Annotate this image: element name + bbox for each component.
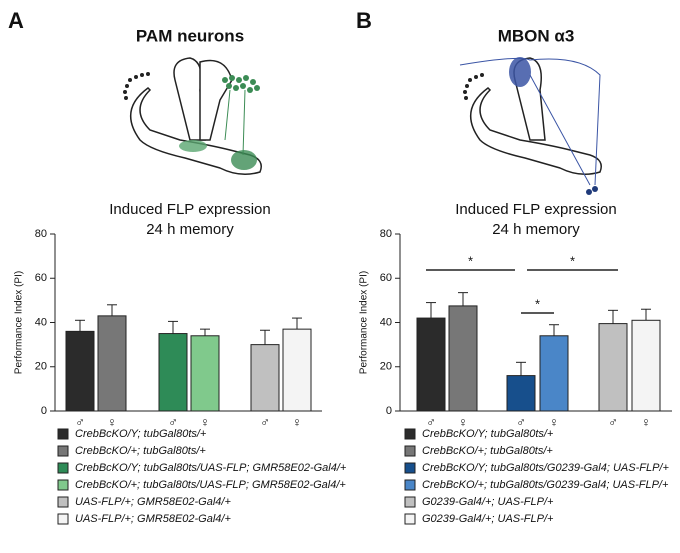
y-tick-label: 40 <box>380 316 392 328</box>
legend-swatch <box>57 479 69 491</box>
bar <box>598 323 628 412</box>
significance-label: * <box>535 296 540 311</box>
bar <box>250 344 280 412</box>
x-tick-label: ♀ <box>292 414 302 429</box>
legend-label: CrebBcKO/+; tubGal80ts/UAS-FLP; GMR58E02… <box>75 479 346 491</box>
bar <box>506 375 536 412</box>
y-tick-label: 60 <box>35 272 47 284</box>
x-tick-label: ♂ <box>426 414 436 429</box>
legend-label: G0239-Gal4/+; UAS-FLP/+ <box>422 513 554 525</box>
legend-label: CrebBcKO/Y; tubGal80ts/+ <box>422 428 554 440</box>
y-axis-label: Performance Index (PI) <box>359 271 370 374</box>
legend-swatch <box>404 445 416 457</box>
bar <box>158 333 188 412</box>
chart-subtitle: 24 h memory <box>146 221 234 238</box>
bar <box>539 335 569 412</box>
legend-swatch <box>404 428 416 440</box>
bar <box>97 315 127 412</box>
chart-title: MBON α3 <box>498 26 575 45</box>
legend-swatch <box>404 513 416 525</box>
chart-subtitle: 24 h memory <box>492 221 580 238</box>
significance-label: * <box>468 253 473 268</box>
bar <box>65 330 95 412</box>
x-tick-label: ♀ <box>107 414 117 429</box>
y-tick-label: 20 <box>380 361 392 373</box>
legend-label: UAS-FLP/+; GMR58E02-Gal4/+ <box>75 513 231 525</box>
legend-label: CrebBcKO/+; tubGal80ts/+ <box>422 445 553 457</box>
y-tick-label: 60 <box>380 272 392 284</box>
chart-title: PAM neurons <box>136 26 244 45</box>
y-axis-label: Performance Index (PI) <box>14 271 25 374</box>
y-tick-label: 40 <box>35 316 47 328</box>
panel-label: B <box>356 8 372 33</box>
legend-label: CrebBcKO/Y; tubGal80ts/G0239-Gal4; UAS-F… <box>422 462 669 474</box>
bar <box>448 305 478 412</box>
x-tick-label: ♂ <box>168 414 178 429</box>
legend-swatch <box>57 445 69 457</box>
chart-subtitle: Induced FLP expression <box>455 201 617 218</box>
legend-swatch <box>404 462 416 474</box>
x-tick-label: ♂ <box>260 414 270 429</box>
legend-swatch <box>57 428 69 440</box>
illustration <box>459 57 602 195</box>
legend-swatch <box>57 496 69 508</box>
legend-swatch <box>57 462 69 474</box>
legend-label: CrebBcKO/+; tubGal80ts/+ <box>75 445 206 457</box>
bar <box>416 317 446 412</box>
x-tick-label: ♀ <box>549 414 559 429</box>
x-tick-label: ♀ <box>641 414 651 429</box>
panel-label: A <box>8 8 24 33</box>
legend-label: G0239-Gal4/+; UAS-FLP/+ <box>422 496 554 508</box>
legend-label: CrebBcKO/Y; tubGal80ts/+ <box>75 428 207 440</box>
legend-swatch <box>404 479 416 491</box>
legend-swatch <box>57 513 69 525</box>
y-tick-label: 0 <box>386 405 392 417</box>
y-tick-label: 0 <box>41 405 47 417</box>
legend-label: UAS-FLP/+; GMR58E02-Gal4/+ <box>75 496 231 508</box>
legend-swatch <box>404 496 416 508</box>
y-tick-label: 80 <box>380 228 392 240</box>
illustration <box>123 57 262 175</box>
x-tick-label: ♂ <box>75 414 85 429</box>
legend-label: CrebBcKO/Y; tubGal80ts/UAS-FLP; GMR58E02… <box>75 462 347 474</box>
bar <box>190 335 220 412</box>
chart-subtitle: Induced FLP expression <box>109 201 271 218</box>
significance-label: * <box>570 253 575 268</box>
legend-label: CrebBcKO/+; tubGal80ts/G0239-Gal4; UAS-F… <box>422 479 669 491</box>
x-tick-label: ♂ <box>608 414 618 429</box>
x-tick-label: ♀ <box>458 414 468 429</box>
y-tick-label: 80 <box>35 228 47 240</box>
x-tick-label: ♀ <box>200 414 210 429</box>
y-tick-label: 20 <box>35 361 47 373</box>
x-tick-label: ♂ <box>516 414 526 429</box>
bar <box>282 328 312 412</box>
bar <box>631 319 661 412</box>
